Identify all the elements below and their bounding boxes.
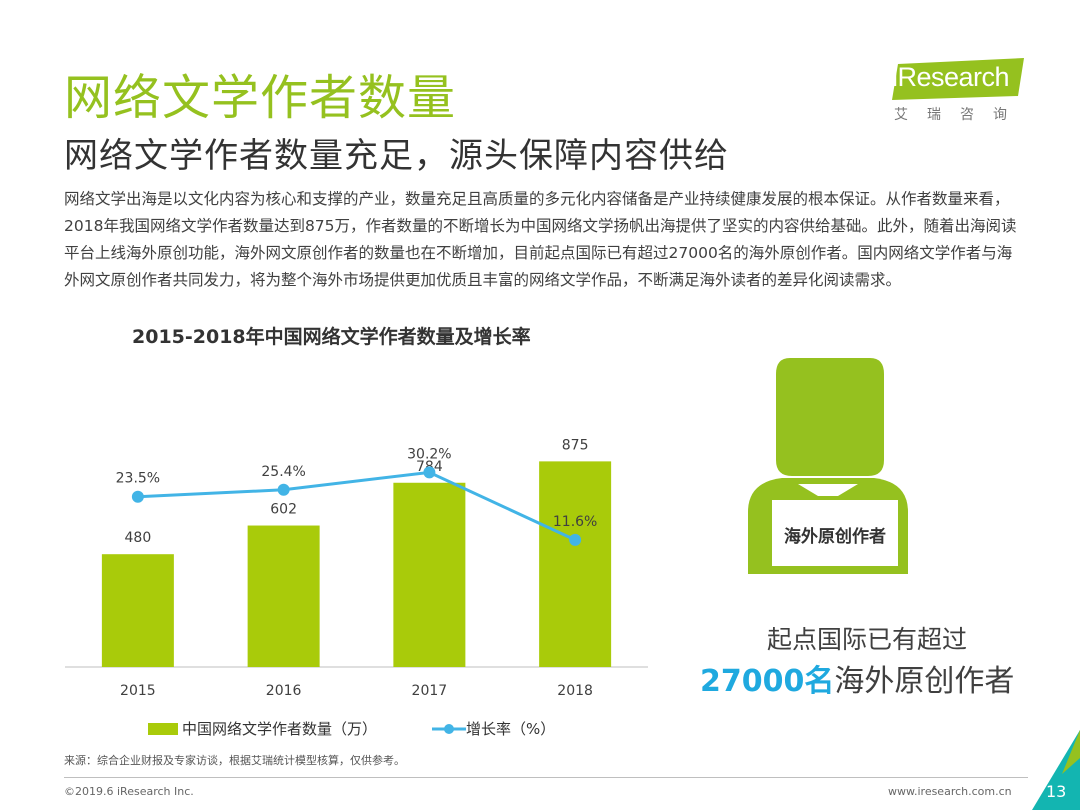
callout-line1: 起点国际已有超过 [766,625,967,654]
bar-value-label: 480 [125,530,152,546]
growth-rate-line [137,470,576,542]
bar-value-label: 602 [270,502,297,518]
growth-point-2016 [277,483,290,496]
callout-rest: 海外原创作者 [834,664,1015,699]
x-tick-label: 2017 [412,683,448,699]
chart-title: 2015-2018年中国网络文学作者数量及增长率 [132,326,531,348]
legend-line-label: 增长率（%） [466,720,556,738]
growth-value-label: 23.5% [116,471,160,487]
x-tick-label: 2018 [557,683,593,699]
source-note: 来源：综合企业财报及专家访谈，根据艾瑞统计模型核算，仅供参考。 [64,754,405,767]
bar-2018 [539,461,612,667]
body-paragraph: 网络文学出海是以文化内容为核心和支撑的产业，数量充足且高质量的多元化内容储备是产… [64,190,1017,289]
growth-point-2015 [131,490,144,503]
bar-value-label: 875 [562,437,589,453]
footer-divider [64,777,1028,778]
overseas-author-card: 海外原创作者 [784,526,886,547]
copyright: ©2019.6 iResearch Inc. [64,785,194,798]
growth-point-2018 [569,533,582,546]
bar-2015 [101,554,174,667]
legend-bar-swatch [148,722,178,735]
x-tick-label: 2016 [266,683,302,699]
legend-line: 增长率（%） [432,718,555,739]
combo-chart: 480201560220167842017875201823.5%25.4%30… [65,437,648,699]
legend-bars: 中国网络文学作者数量（万） [148,718,377,739]
legend-line-swatch [432,723,466,734]
callout-highlight-number: 27000名 [700,664,835,699]
growth-value-label: 30.2% [407,446,451,462]
legend-bar-label: 中国网络文学作者数量（万） [182,720,378,738]
x-tick-label: 2015 [120,683,156,699]
logo-chinese: 艾瑞咨询 [894,107,1026,123]
logo-wordmark: iResearch [892,62,1010,92]
growth-point-2017 [423,466,436,479]
website-link: www.iresearch.com.cn [888,785,1012,798]
bar-2017 [393,482,466,667]
iresearch-logo [892,58,1024,100]
page-subtitle: 网络文学作者数量充足，源头保障内容供给 [64,136,729,176]
author-person-icon [748,358,908,574]
corner-decoration [1032,730,1080,810]
bar-2016 [247,525,320,667]
growth-value-label: 11.6% [553,514,597,530]
growth-value-label: 25.4% [261,464,305,480]
page-number: 13 [1046,782,1067,801]
page-title: 网络文学作者数量 [64,70,457,126]
callout-line2: 27000名海外原创作者 [700,656,1014,700]
